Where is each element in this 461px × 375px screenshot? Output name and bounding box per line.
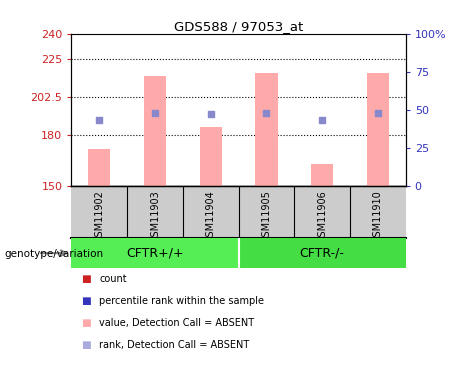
Bar [200, 127, 222, 186]
Text: ■: ■ [81, 340, 90, 350]
Point [95, 117, 103, 123]
Point [319, 117, 326, 123]
Bar [88, 148, 111, 186]
Text: GSM11906: GSM11906 [317, 190, 327, 243]
Point [151, 110, 159, 116]
Text: GSM11903: GSM11903 [150, 190, 160, 243]
Text: GSM11902: GSM11902 [95, 190, 104, 243]
Bar [238, 238, 406, 268]
Point [207, 111, 214, 117]
Text: ■: ■ [81, 296, 90, 306]
Bar [311, 164, 333, 186]
Bar [144, 76, 166, 186]
Text: ■: ■ [81, 274, 90, 284]
Point [263, 110, 270, 116]
Text: ■: ■ [81, 318, 90, 328]
Text: count: count [99, 274, 127, 284]
Text: genotype/variation: genotype/variation [5, 249, 104, 259]
Bar [71, 238, 239, 268]
Text: CFTR+/+: CFTR+/+ [126, 247, 184, 259]
Text: value, Detection Call = ABSENT: value, Detection Call = ABSENT [99, 318, 254, 328]
Text: GSM11905: GSM11905 [261, 190, 272, 243]
Text: GSM11904: GSM11904 [206, 190, 216, 243]
Bar [255, 73, 278, 186]
Text: rank, Detection Call = ABSENT: rank, Detection Call = ABSENT [99, 340, 249, 350]
Bar [366, 73, 389, 186]
Text: GSM11910: GSM11910 [373, 190, 383, 243]
Title: GDS588 / 97053_at: GDS588 / 97053_at [174, 20, 303, 33]
Text: percentile rank within the sample: percentile rank within the sample [99, 296, 264, 306]
Point [374, 110, 382, 116]
Text: CFTR-/-: CFTR-/- [300, 247, 344, 259]
